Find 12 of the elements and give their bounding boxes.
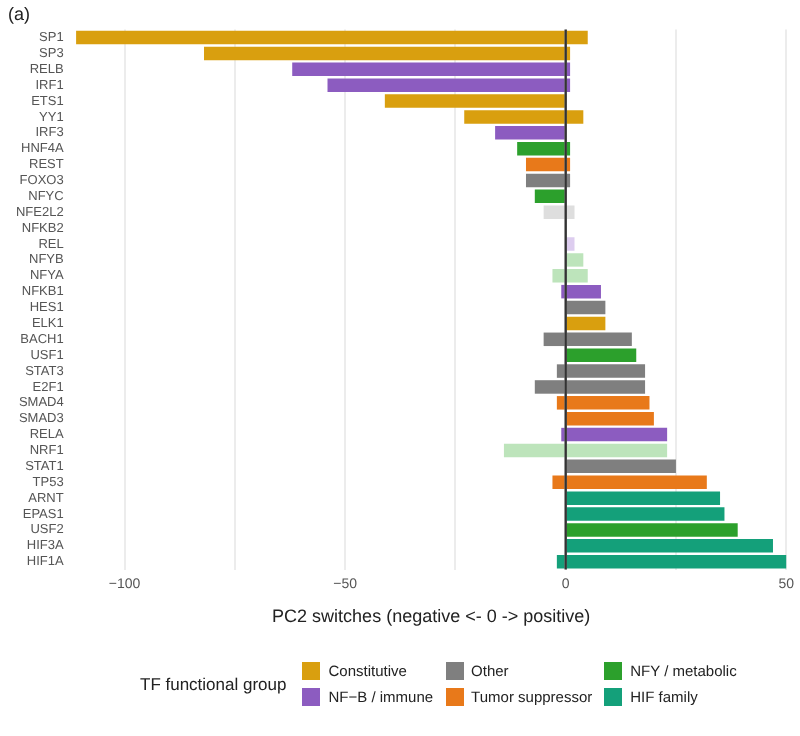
bar [525,157,565,172]
bar [566,459,676,474]
bar [566,427,668,442]
bar [566,316,606,331]
bar [566,284,601,299]
bar [566,237,575,251]
bar [525,173,565,188]
chart-title: (a) [8,3,30,24]
bar [566,300,606,315]
legend-title: TF functional group [140,674,287,694]
bar [495,126,565,140]
x-axis-title: PC2 switches (negative <- 0 -> positive) [272,606,591,627]
